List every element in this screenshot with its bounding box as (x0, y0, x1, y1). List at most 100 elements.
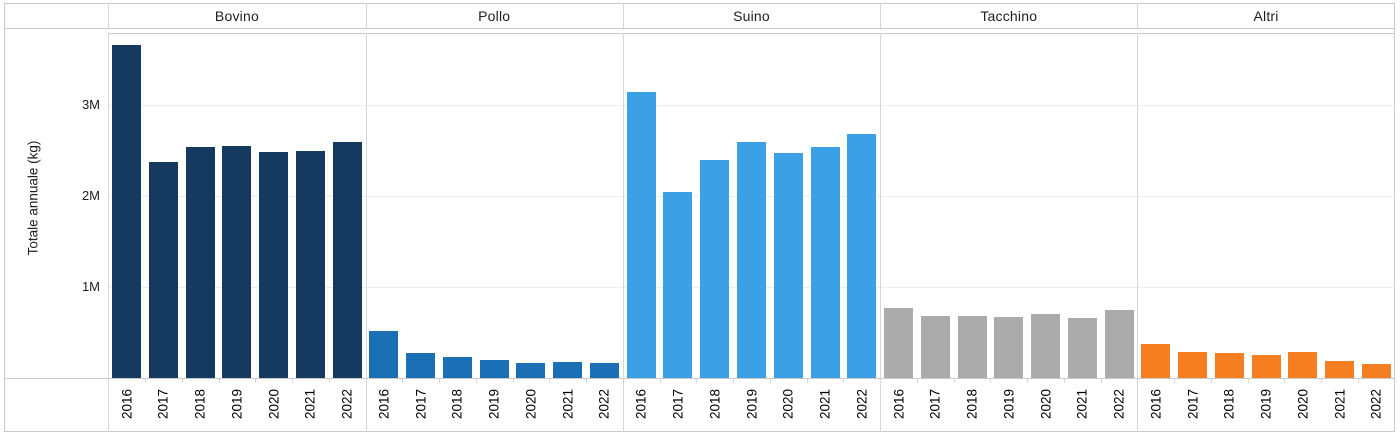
y-gridline-3M (108, 105, 1395, 106)
x-axis-tick (549, 379, 551, 383)
x-axis-tick (439, 379, 441, 383)
bar-altri-2018[interactable] (1214, 353, 1244, 378)
x-tick-label-pollo-2017: 2017 (413, 388, 429, 420)
bar-bovino-2018[interactable] (185, 147, 215, 378)
bar-tacchino-2019[interactable] (994, 317, 1024, 378)
bar-altri-2021[interactable] (1325, 361, 1355, 378)
x-axis-tick (843, 379, 845, 383)
x-axis-tick (1321, 379, 1323, 383)
bar-altri-2020[interactable] (1288, 352, 1318, 378)
bar-bovino-2017[interactable] (148, 162, 178, 378)
bar-suino-2019[interactable] (737, 142, 766, 378)
bar-bovino-2022[interactable] (332, 142, 362, 378)
x-tick-label-bovino-2019: 2019 (229, 388, 245, 420)
bar-tacchino-2017[interactable] (920, 316, 950, 378)
x-tick-label-altri-2021: 2021 (1332, 388, 1348, 420)
y-tick-label-1M: 1M (81, 279, 100, 294)
x-tick-label-pollo-2021: 2021 (560, 388, 576, 420)
panel-separator-top-bovino (108, 3, 110, 28)
x-axis-tick (218, 379, 220, 383)
bar-pollo-2016[interactable] (369, 331, 399, 378)
x-tick-label-tacchino-2018: 2018 (964, 388, 980, 420)
bar-suino-2021[interactable] (810, 147, 840, 378)
x-axis-tick (402, 379, 404, 383)
x-axis-tick (916, 379, 918, 383)
bar-suino-2022[interactable] (847, 134, 877, 378)
x-tick-label-tacchino-2022: 2022 (1111, 388, 1127, 420)
chart-outer-border (4, 3, 1395, 432)
bar-bovino-2016[interactable] (112, 45, 142, 378)
x-tick-label-altri-2018: 2018 (1221, 388, 1237, 420)
x-axis-tick (733, 379, 735, 383)
x-axis-tick (806, 379, 808, 383)
panel-header-label-tacchino: Tacchino (980, 7, 1038, 24)
x-axis-tick (586, 379, 588, 383)
panel-separator-pollo (365, 33, 367, 432)
x-tick-label-bovino-2018: 2018 (192, 388, 208, 420)
x-tick-label-altri-2019: 2019 (1258, 388, 1274, 420)
x-tick-label-suino-2022: 2022 (854, 388, 870, 420)
bar-pollo-2020[interactable] (516, 363, 546, 378)
x-tick-label-tacchino-2021: 2021 (1074, 388, 1090, 420)
panel-separator-top-altri (1137, 3, 1139, 28)
panel-separator-top-pollo (365, 3, 367, 28)
x-axis-tick (292, 379, 294, 383)
x-tick-label-pollo-2020: 2020 (523, 388, 539, 420)
bar-bovino-2020[interactable] (259, 152, 289, 378)
x-axis-tick (769, 379, 771, 383)
bar-tacchino-2020[interactable] (1031, 314, 1061, 378)
x-axis-tick (1100, 379, 1102, 383)
bar-altri-2016[interactable] (1141, 344, 1171, 378)
x-tick-label-suino-2020: 2020 (780, 388, 796, 420)
x-tick-label-altri-2017: 2017 (1185, 388, 1201, 420)
panel-separator-tacchino (880, 33, 882, 432)
bar-tacchino-2016[interactable] (884, 308, 914, 378)
panel-header-label-altri: Altri (1253, 7, 1279, 24)
bar-bovino-2019[interactable] (222, 146, 252, 378)
bar-altri-2022[interactable] (1361, 364, 1391, 378)
y-tick-label-2M: 2M (81, 188, 100, 203)
x-axis-line (4, 378, 1395, 379)
plot-top-border (108, 33, 1395, 34)
x-tick-label-tacchino-2020: 2020 (1038, 388, 1054, 420)
x-tick-label-bovino-2020: 2020 (266, 388, 282, 420)
panel-header-tacchino: Tacchino (880, 4, 1137, 27)
bar-altri-2019[interactable] (1251, 355, 1281, 378)
bar-suino-2018[interactable] (700, 160, 730, 378)
bar-bovino-2021[interactable] (295, 151, 325, 378)
bar-tacchino-2022[interactable] (1104, 310, 1134, 378)
x-tick-label-suino-2019: 2019 (744, 388, 759, 420)
x-tick-label-pollo-2018: 2018 (449, 388, 465, 420)
bar-suino-2016[interactable] (626, 92, 656, 378)
x-axis-tick (328, 379, 330, 383)
x-axis-tick (475, 379, 477, 383)
x-tick-label-tacchino-2016: 2016 (891, 388, 907, 420)
x-axis-tick (696, 379, 698, 383)
x-tick-label-pollo-2022: 2022 (596, 388, 612, 420)
x-tick-label-bovino-2022: 2022 (339, 388, 355, 420)
x-tick-label-suino-2016: 2016 (633, 388, 649, 420)
x-tick-label-suino-2018: 2018 (707, 388, 723, 420)
panel-separator-altri (1137, 33, 1139, 432)
x-axis-tick (181, 379, 183, 383)
bar-pollo-2018[interactable] (442, 357, 472, 378)
bar-suino-2017[interactable] (663, 192, 693, 378)
bar-altri-2017[interactable] (1178, 352, 1208, 378)
x-axis-tick (1174, 379, 1176, 383)
bar-pollo-2019[interactable] (479, 360, 509, 378)
x-axis-tick (145, 379, 147, 383)
bar-pollo-2022[interactable] (589, 363, 619, 378)
x-tick-label-suino-2021: 2021 (817, 388, 833, 420)
x-axis-tick (1063, 379, 1065, 383)
x-axis-tick (659, 379, 661, 383)
bar-tacchino-2018[interactable] (957, 316, 987, 378)
bar-pollo-2021[interactable] (553, 362, 583, 378)
x-axis-tick (512, 379, 514, 383)
x-tick-label-altri-2022: 2022 (1368, 388, 1384, 420)
bar-pollo-2017[interactable] (406, 353, 436, 378)
x-axis-tick (1284, 379, 1286, 383)
bar-tacchino-2021[interactable] (1067, 318, 1097, 378)
bar-suino-2020[interactable] (773, 153, 803, 378)
x-tick-label-pollo-2019: 2019 (486, 388, 502, 420)
